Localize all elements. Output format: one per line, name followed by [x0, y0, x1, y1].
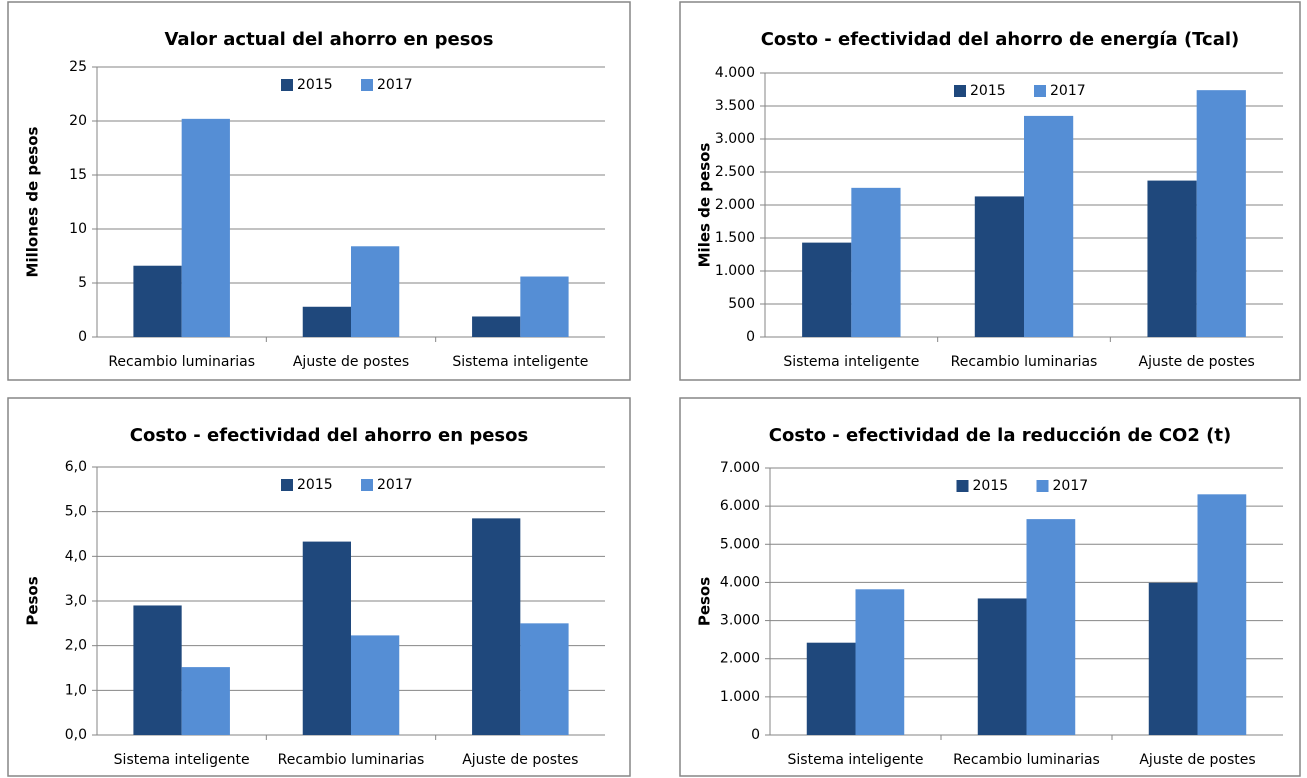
x-tick-label: Ajuste de postes: [293, 354, 409, 370]
x-tick-label: Recambio luminarias: [951, 354, 1098, 370]
y-tick-label: 2.500: [715, 164, 755, 180]
x-tick-label: Sistema inteligente: [452, 354, 588, 370]
y-tick-label: 3.000: [720, 613, 760, 629]
y-tick-label: 3.000: [715, 131, 755, 147]
y-tick-label: 15: [69, 167, 87, 183]
y-tick-label: 4,0: [65, 548, 87, 564]
legend-swatch: [361, 79, 373, 91]
bar: [1148, 582, 1198, 735]
legend-label: 2015: [297, 477, 333, 493]
y-tick-label: 0,0: [65, 727, 87, 743]
bar: [851, 187, 901, 337]
legend-swatch: [956, 480, 969, 492]
bar: [133, 605, 182, 735]
bar: [181, 118, 230, 337]
y-tick-label: 2.000: [715, 197, 755, 213]
y-tick-label: 1,0: [65, 682, 87, 698]
bar: [520, 276, 569, 337]
y-tick-label: 0: [78, 329, 87, 345]
bar: [977, 598, 1027, 735]
y-tick-label: 4.000: [715, 65, 755, 81]
legend-label: 2017: [377, 477, 413, 493]
legend-label: 2017: [1050, 83, 1086, 99]
legend-swatch: [281, 79, 293, 91]
chart-panel: Costo - efectividad del ahorro en pesos P…: [7, 397, 631, 777]
y-axis-label: Pesos: [696, 577, 714, 626]
chart-panel: Costo - efectividad de la reducción de C…: [679, 397, 1301, 777]
y-tick-label: 6.000: [720, 498, 760, 514]
y-tick-label: 0: [746, 329, 755, 345]
legend-swatch: [1034, 85, 1046, 97]
y-tick-label: 1.500: [715, 230, 755, 246]
x-tick-label: Recambio luminarias: [278, 752, 425, 768]
y-axis-label: Pesos: [24, 576, 42, 625]
y-tick-label: 0: [751, 727, 760, 743]
legend-swatch: [361, 479, 373, 491]
y-tick-label: 5.000: [720, 536, 760, 552]
y-tick-label: 2,0: [65, 638, 87, 654]
y-tick-label: 6,0: [65, 459, 87, 475]
legend-label: 2017: [377, 77, 413, 93]
bar: [472, 316, 521, 337]
legend-swatch: [1036, 480, 1049, 492]
chart-panel: Costo - efectividad del ahorro de energí…: [679, 1, 1301, 381]
bar: [302, 541, 351, 735]
legend-label: 2015: [297, 77, 333, 93]
x-tick-label: Sistema inteligente: [114, 752, 250, 768]
chart-title: Valor actual del ahorro en pesos: [164, 29, 493, 50]
bar: [520, 623, 569, 735]
bar: [181, 667, 230, 735]
bar: [302, 306, 351, 337]
y-tick-label: 1.000: [715, 263, 755, 279]
x-tick-label: Sistema inteligente: [788, 752, 924, 768]
bar: [855, 589, 905, 735]
legend-label: 2015: [973, 478, 1009, 494]
y-tick-label: 20: [69, 113, 87, 129]
bar: [1026, 519, 1076, 735]
chart-title: Costo - efectividad de la reducción de C…: [769, 425, 1231, 446]
x-tick-label: Ajuste de postes: [1139, 354, 1255, 370]
legend-swatch: [954, 85, 966, 97]
x-tick-label: Recambio luminarias: [953, 752, 1100, 768]
bar: [472, 518, 521, 735]
bar: [1197, 494, 1247, 735]
y-tick-label: 5,0: [65, 504, 87, 520]
y-tick-label: 7.000: [720, 460, 760, 476]
y-tick-label: 500: [728, 296, 755, 312]
bar: [351, 246, 400, 337]
chart-panel: Valor actual del ahorro en pesos Millones…: [7, 1, 631, 381]
legend-label: 2015: [970, 83, 1006, 99]
chart-title: Costo - efectividad del ahorro en pesos: [130, 425, 528, 446]
y-tick-label: 2.000: [720, 651, 760, 667]
bar: [1147, 180, 1197, 337]
x-tick-label: Ajuste de postes: [462, 752, 578, 768]
y-tick-label: 4.000: [720, 574, 760, 590]
legend-swatch: [281, 479, 293, 491]
bar: [351, 635, 400, 735]
bar: [974, 196, 1024, 337]
chart-title: Costo - efectividad del ahorro de energí…: [761, 29, 1240, 50]
y-tick-label: 5: [78, 275, 87, 291]
y-axis-label: Miles de pesos: [696, 143, 714, 268]
bar: [802, 242, 852, 337]
y-tick-label: 25: [69, 59, 87, 75]
bar: [1024, 115, 1074, 338]
bar: [806, 642, 856, 735]
legend-label: 2017: [1053, 478, 1089, 494]
y-tick-label: 1.000: [720, 689, 760, 705]
y-axis-label: Millones de pesos: [24, 127, 42, 278]
y-tick-label: 10: [69, 221, 87, 237]
x-tick-label: Ajuste de postes: [1139, 752, 1255, 768]
y-tick-label: 3,0: [65, 593, 87, 609]
bar: [133, 265, 182, 337]
x-tick-label: Sistema inteligente: [783, 354, 919, 370]
bar: [1196, 90, 1246, 337]
x-tick-label: Recambio luminarias: [108, 354, 255, 370]
y-tick-label: 3.500: [715, 98, 755, 114]
